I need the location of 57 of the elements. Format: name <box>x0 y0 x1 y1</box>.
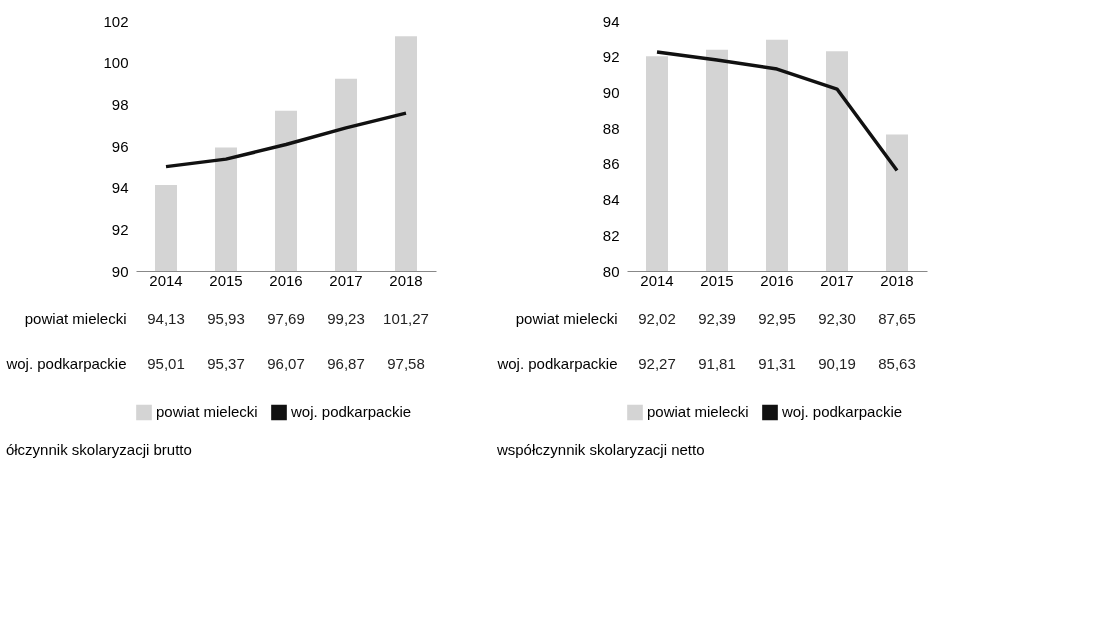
line-series <box>655 50 899 173</box>
text: woj. podkarpackie <box>6 355 127 372</box>
data-label: 95,01 <box>147 354 185 372</box>
x-tick-label: 2018 <box>880 271 914 289</box>
y-tick-label: 94 <box>602 12 620 30</box>
text: powiat mielecki <box>515 310 618 327</box>
legend-label: woj. podkarpackie <box>290 403 412 421</box>
data-label: 99,23 <box>327 309 365 327</box>
x-tick-label: 2017 <box>329 271 363 289</box>
data-label: 91,31 <box>758 354 796 372</box>
data-label: 96,07 <box>267 354 305 372</box>
text: powiat mielecki <box>24 310 127 327</box>
y-tick-label: 80 <box>602 262 620 280</box>
data-label: 97,58 <box>387 354 425 372</box>
y-tick-label: 92 <box>602 48 620 66</box>
y-tick-label: 92 <box>111 220 129 238</box>
y-tick-label: 84 <box>602 191 620 209</box>
text: ółczynnik skolaryzacji brutto <box>5 441 192 458</box>
y-tick-label: 100 <box>103 54 129 72</box>
data-label: 91,81 <box>698 354 736 372</box>
text: woj. podkarpackie <box>497 355 618 372</box>
data-label: 96,87 <box>327 354 365 372</box>
data-label: 90,19 <box>818 354 856 372</box>
data-label: 85,63 <box>878 354 916 372</box>
x-tick-label: 2016 <box>760 271 794 289</box>
x-tick-label: 2018 <box>389 271 423 289</box>
data-label: 94,13 <box>147 309 185 327</box>
data-label: 92,27 <box>638 354 676 372</box>
text: współczynnik skolaryzacji netto <box>495 441 705 458</box>
data-label: 95,93 <box>207 309 245 327</box>
data-label: 101,27 <box>383 309 429 327</box>
y-tick-label: 94 <box>111 179 129 197</box>
data-label: 87,65 <box>878 309 916 327</box>
y-tick-label: 90 <box>111 262 129 280</box>
legend-label: powiat mielecki <box>647 403 749 421</box>
legend-label: powiat mielecki <box>156 403 258 421</box>
y-tick-label: 88 <box>602 119 620 137</box>
y-tick-label: 96 <box>111 137 129 155</box>
line-series <box>164 111 408 169</box>
data-label: 92,95 <box>758 309 796 327</box>
y-tick-label: 102 <box>103 12 129 30</box>
data-label: 97,69 <box>267 309 305 327</box>
y-tick-label: 86 <box>602 155 620 173</box>
legend-label: woj. podkarpackie <box>781 403 903 421</box>
x-tick-label: 2015 <box>209 271 243 289</box>
x-tick-label: 2014 <box>640 271 674 289</box>
data-label: 92,02 <box>638 309 676 327</box>
data-label: 92,30 <box>818 309 856 327</box>
x-tick-label: 2017 <box>820 271 854 289</box>
y-tick-label: 98 <box>111 95 129 113</box>
data-label: 95,37 <box>207 354 245 372</box>
y-tick-label: 82 <box>602 226 620 244</box>
x-tick-label: 2015 <box>700 271 734 289</box>
x-tick-label: 2014 <box>149 271 183 289</box>
data-label: 92,39 <box>698 309 736 327</box>
y-tick-label: 90 <box>602 83 620 101</box>
x-tick-label: 2016 <box>269 271 303 289</box>
